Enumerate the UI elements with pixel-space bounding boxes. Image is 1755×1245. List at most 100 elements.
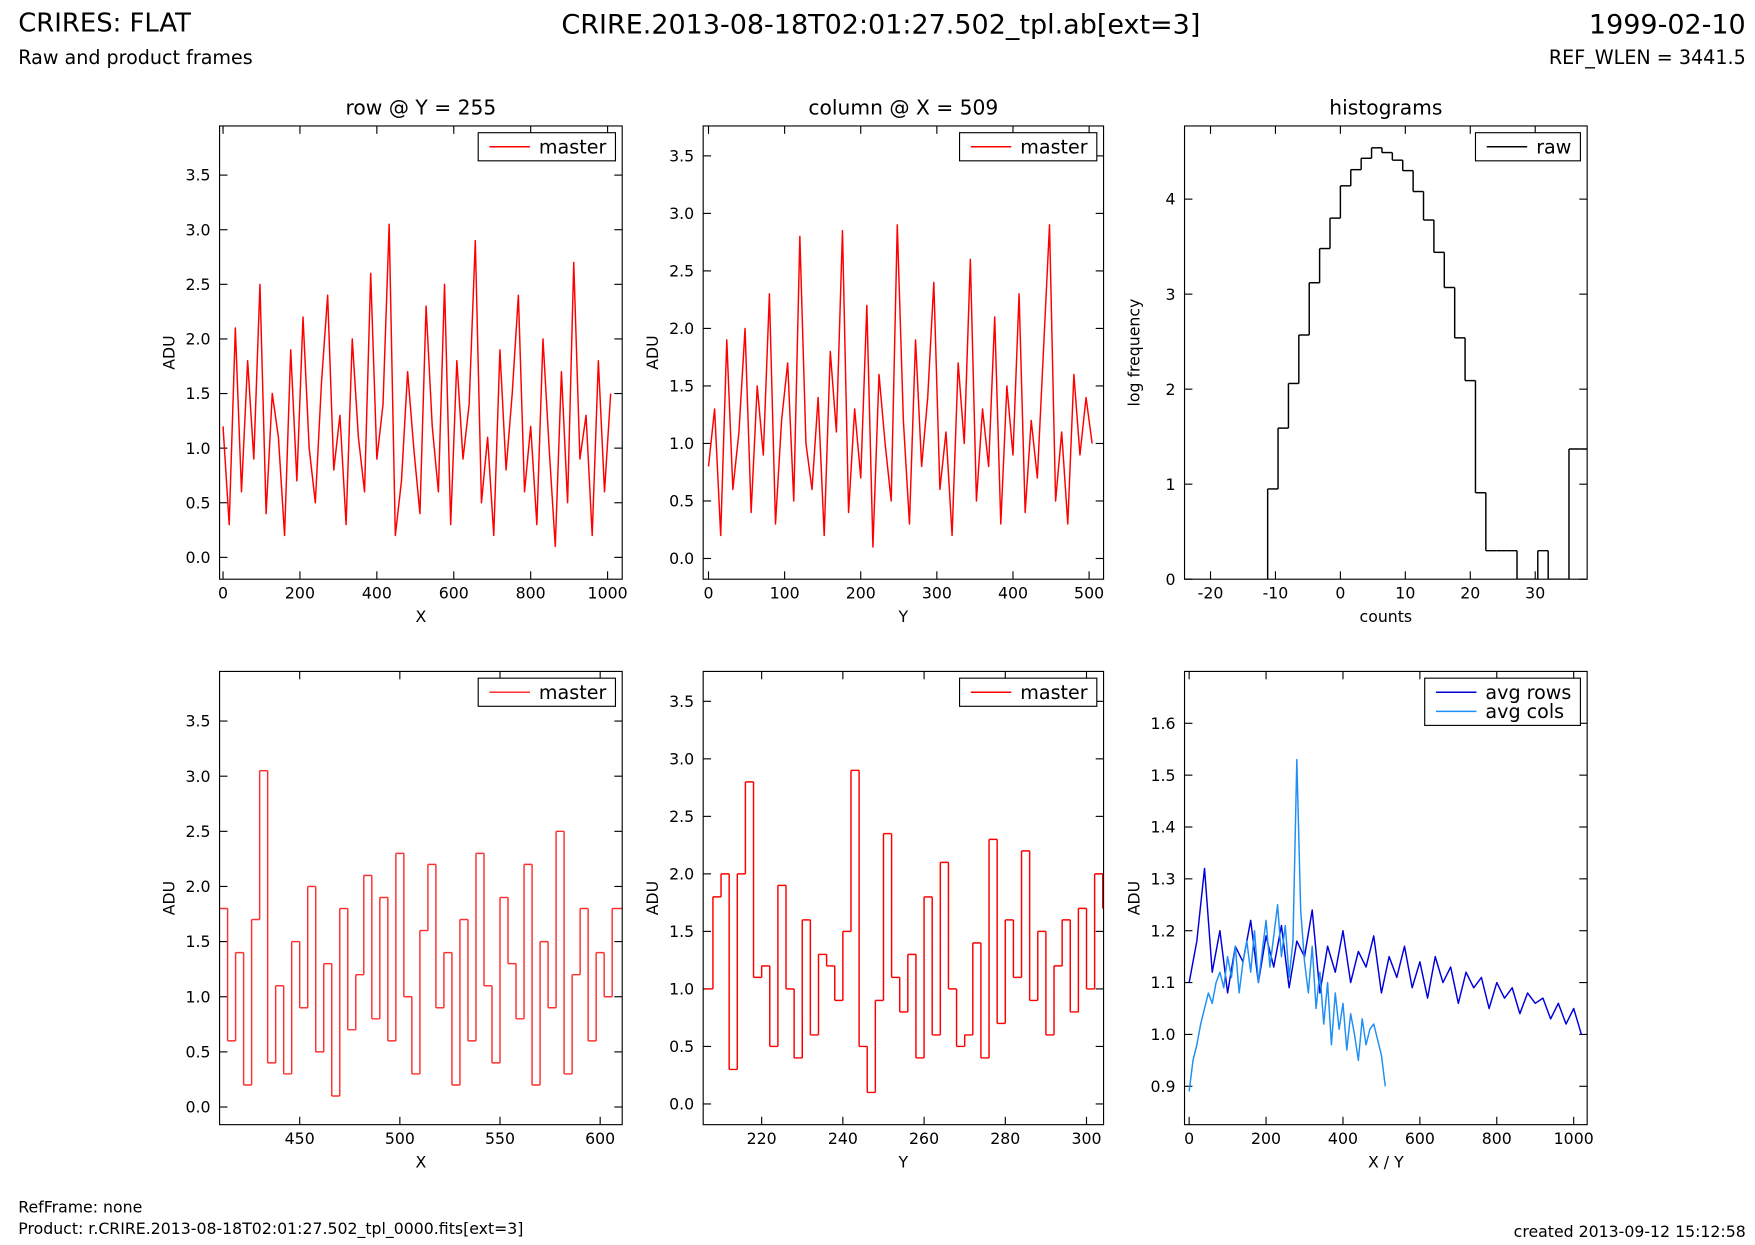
axes-frame [1183,670,1588,1126]
y-axis-label: log frequency [1125,299,1144,407]
x-tick-label: 500 [1074,583,1104,602]
panel-title: column @ X = 509 [808,96,998,120]
x-tick-label: 800 [1482,1129,1512,1148]
axes-frame [702,670,1105,1126]
header-date: 1999-02-10 [1589,10,1746,41]
x-tick-label: 20 [1460,583,1480,602]
x-tick-label: 400 [1328,1129,1358,1148]
y-tick-label: 3 [1166,285,1176,304]
panel-title: histograms [1329,96,1442,120]
legend: master [958,677,1098,707]
y-tick-label: 3.0 [186,767,211,786]
y-tick-label: 0.0 [669,549,694,568]
y-axis-label: ADU [643,881,662,915]
x-tick-label: 0 [1335,583,1345,602]
y-tick-label: 1.5 [669,377,694,396]
axes-frame [1183,125,1588,580]
axes-frame [219,125,623,580]
y-tick-label: 1.4 [1151,818,1176,837]
panel-title: row @ Y = 255 [346,96,497,120]
y-tick-label: 0.0 [186,548,211,567]
footer-created: created 2013-09-12 15:12:58 [1514,1222,1746,1241]
x-tick-label: 10 [1395,583,1415,602]
y-tick-label: 2.5 [186,275,211,294]
y-tick-label: 1.0 [669,434,694,453]
panel: Y ADU 220 240 260 280 300 0.0 0.5 1.0 1.5 2.0 2.5 3.0… [643,670,1105,1171]
y-tick-label: 0.5 [186,493,211,512]
x-axis-label: X / Y [1368,1152,1404,1171]
y-tick-label: 0 [1166,570,1176,589]
y-tick-label: 1.6 [1151,714,1176,733]
y-tick-label: 1.3 [1151,869,1176,888]
y-tick-label: 3.5 [669,146,694,165]
y-tick-label: 2.0 [186,330,211,349]
plot-area [1188,758,1583,1092]
x-tick-label: -10 [1263,583,1289,602]
x-tick-label: 280 [990,1129,1020,1148]
step-connector [712,770,1104,1093]
y-tick-label: 1.5 [186,384,211,403]
series-line [707,224,1093,548]
y-tick-label: 1.5 [669,922,694,941]
y-tick-label: 2.5 [669,262,694,281]
footer-product: Product: r.CRIRE.2013-08-18T02:01:27.502… [18,1219,523,1239]
x-axis-label: Y [898,607,909,626]
legend-label: master [1020,681,1088,704]
x-axis-label: counts [1360,607,1413,626]
x-axis-label: X [415,1152,426,1171]
y-tick-label: 3.5 [186,712,211,731]
y-tick-label: 1.2 [1151,921,1176,940]
legend-label: raw [1536,136,1571,159]
x-tick-label: 800 [516,583,546,602]
y-tick-label: 0.5 [669,492,694,511]
x-tick-label: 500 [385,1129,415,1148]
series-line [222,223,612,548]
plot-area [222,223,612,548]
x-tick-label: 240 [828,1129,858,1148]
x-tick-label: 260 [909,1129,939,1148]
y-tick-label: 3.5 [669,692,694,711]
y-tick-label: 1.0 [669,980,694,999]
x-axis-label: X [415,607,426,626]
hist-connector [1266,147,1570,580]
panel: column @ X = 509 Y ADU 0 100 200 300 400 500 0.0 0… [643,96,1105,626]
y-axis-label: ADU [160,335,179,369]
x-tick-label: 1000 [588,583,628,602]
y-tick-label: 1.1 [1151,973,1176,992]
x-tick-label: 100 [770,583,800,602]
series-line [1188,867,1583,1035]
footer-ref-frame: RefFrame: none [18,1197,142,1216]
y-tick-label: 0.0 [669,1095,694,1114]
x-tick-label: 1000 [1554,1129,1594,1148]
legend-box [1424,677,1581,726]
legend: master [477,132,617,162]
y-tick-label: 3.0 [186,220,211,239]
panel: row @ Y = 255 X ADU 0 200 400 600 800 1000 0.0 0.5… [160,96,628,626]
axes-frame [219,670,623,1126]
x-tick-label: 200 [1251,1129,1281,1148]
y-tick-label: 3.0 [669,749,694,768]
axes-frame [702,125,1105,580]
y-tick-label: 2.0 [669,319,694,338]
y-tick-label: 3.0 [669,204,694,223]
x-tick-label: 0 [218,583,228,602]
legend-label: master [1020,136,1088,159]
y-tick-label: 0.5 [186,1043,211,1062]
y-tick-label: 2.0 [669,865,694,884]
x-tick-label: 200 [285,583,315,602]
x-tick-label: 30 [1525,583,1545,602]
x-tick-label: 300 [1071,1129,1101,1148]
plot-area [1266,147,1588,580]
y-tick-label: 1.0 [1151,1025,1176,1044]
x-tick-label: 600 [1405,1129,1435,1148]
legend-label: master [539,136,607,159]
series-line [1188,758,1386,1092]
y-tick-label: 0.9 [1151,1077,1176,1096]
y-tick-label: 1.0 [186,439,211,458]
header-ref-wlen: REF_WLEN = 3441.5 [1549,46,1746,69]
x-tick-label: 600 [585,1129,615,1148]
x-tick-label: -20 [1198,583,1224,602]
legend: raw [1474,132,1581,162]
